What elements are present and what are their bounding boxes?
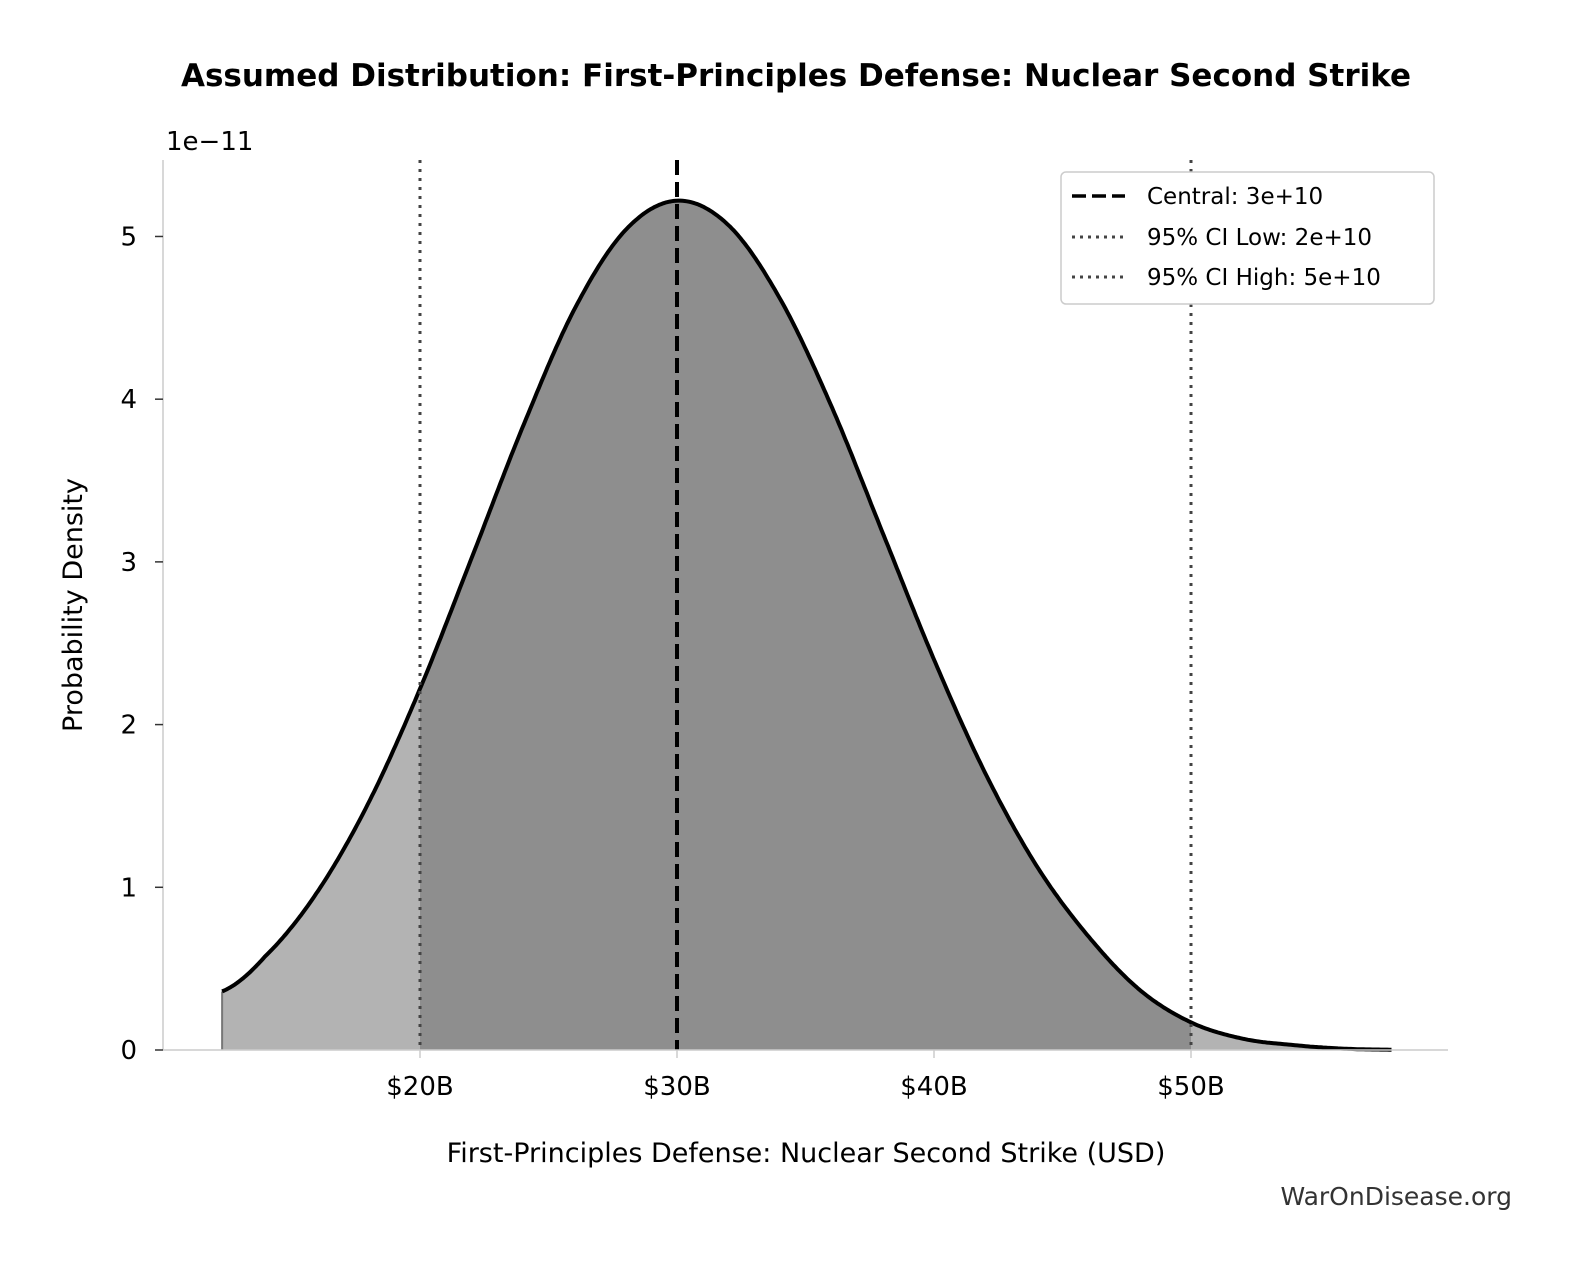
- shaded-region-1: [420, 200, 1191, 1051]
- x-tick-label: $40B: [900, 1072, 967, 1102]
- legend: Central: 3e+10 95% CI Low: 2e+10 95% CI …: [1060, 171, 1435, 305]
- y-tick-label: 4: [120, 385, 137, 415]
- legend-ci-low-label: 95% CI Low: 2e+10: [1147, 225, 1372, 251]
- x-tick-label: $50B: [1157, 1072, 1224, 1102]
- legend-ci-high-label: 95% CI High: 5e+10: [1147, 265, 1381, 291]
- y-tick-label: 5: [120, 222, 137, 252]
- y-offset-label: 1e−11: [166, 127, 253, 157]
- reference-lines: [418, 160, 1193, 1050]
- y-tick-label: 2: [120, 711, 137, 741]
- y-tick-label: 0: [120, 1036, 137, 1066]
- density-curve: [221, 198, 1392, 1052]
- shaded-region-2: [1191, 1022, 1392, 1050]
- x-tick-label: $30B: [643, 1072, 710, 1102]
- density-fills: [221, 200, 1392, 1051]
- legend-frame: [1060, 171, 1435, 305]
- x-tick-label: $20B: [386, 1072, 453, 1102]
- chart-title: Assumed Distribution: First-Principles D…: [181, 58, 1411, 94]
- y-axis-label: Probability Density: [58, 478, 89, 732]
- y-tick-label: 3: [120, 548, 137, 578]
- watermark: WarOnDisease.org: [1280, 1182, 1512, 1211]
- shaded-region-0: [222, 688, 420, 1050]
- x-axis-label: First-Principles Defense: Nuclear Second…: [447, 1138, 1166, 1169]
- y-ticks: 0 1 2 3 4 5: [120, 222, 163, 1066]
- y-tick-label: 1: [120, 873, 137, 903]
- x-ticks: $20B $30B $40B $50B: [386, 1050, 1225, 1102]
- legend-central-label: Central: 3e+10: [1147, 184, 1323, 210]
